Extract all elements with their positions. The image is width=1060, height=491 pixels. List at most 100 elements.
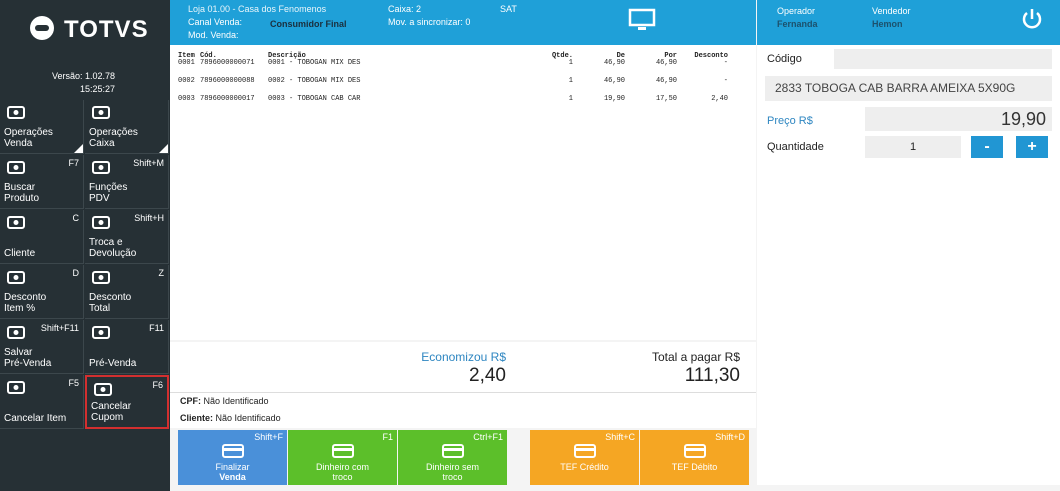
- sidebar-button[interactable]: Shift+M Funções PDV: [85, 155, 169, 209]
- icon: [7, 271, 25, 284]
- sidebar-button[interactable]: F11 Pré-Venda: [85, 320, 169, 374]
- sidebar-button[interactable]: C Cliente: [0, 210, 84, 264]
- cell: 0003: [178, 95, 195, 103]
- payment-button[interactable]: Shift+D TEF Débito: [640, 430, 749, 485]
- minus-button[interactable]: -: [971, 136, 1003, 158]
- sidebar-button[interactable]: Operações Venda: [0, 100, 84, 154]
- button-label: Funções PDV: [89, 182, 127, 204]
- channel: Consumidor Final: [270, 19, 347, 29]
- cell: 7896000000071: [200, 59, 255, 67]
- label-line: Pré-Venda: [89, 358, 137, 369]
- shortcut: Shift+C: [605, 432, 635, 442]
- icon: [92, 161, 110, 174]
- label-line: Salvar: [4, 347, 33, 358]
- shortcut: F11: [149, 323, 164, 333]
- logo-text: TOTVS: [64, 16, 149, 43]
- sidebar-button[interactable]: Z Desconto Total: [85, 265, 169, 319]
- logo-icon: [30, 16, 54, 40]
- sync: Mov. a sincronizar: 0: [388, 17, 471, 27]
- button-label: Pré-Venda: [89, 358, 136, 369]
- icon: [7, 106, 25, 119]
- button-label: TEF Crédito: [530, 462, 639, 472]
- totals: Economizou R$ 2,40 Total a pagar R$ 111,…: [170, 342, 756, 393]
- qty[interactable]: 1: [865, 136, 961, 158]
- icon: [92, 106, 110, 119]
- label-line: Devolução: [89, 248, 137, 259]
- cpf-label: CPF:: [180, 396, 201, 406]
- cell: -: [723, 59, 728, 67]
- code-input[interactable]: [834, 49, 1052, 69]
- sidebar-button[interactable]: D Desconto Item %: [0, 265, 84, 319]
- shortcut: D: [72, 268, 80, 278]
- button-label: Cancelar Cupom: [91, 401, 131, 423]
- sidebar-button[interactable]: Operações Caixa: [85, 100, 169, 154]
- logo: TOTVS: [0, 12, 170, 52]
- client: Não Identificado: [215, 413, 281, 423]
- label-line: troco: [332, 472, 353, 482]
- payment-button[interactable]: Ctrl+F1 Dinheiro sem troco: [398, 430, 507, 485]
- cell: 0002: [178, 77, 195, 85]
- column-header: De: [616, 52, 625, 60]
- icon: [92, 271, 110, 284]
- icon: [574, 444, 596, 458]
- icon: [332, 444, 354, 458]
- label-line: Operações: [4, 127, 53, 138]
- icon: [92, 326, 110, 339]
- label-line: Item %: [4, 303, 36, 314]
- qty-label: Quantidade: [767, 141, 824, 153]
- operator-label: Operador: [777, 6, 816, 16]
- sidebar-button[interactable]: Shift+H Troca e Devolução: [85, 210, 169, 264]
- plus-button[interactable]: +: [1016, 136, 1048, 158]
- button-label: Troca e Devolução: [89, 237, 136, 259]
- price: 19,90: [865, 107, 1052, 131]
- button-label: Desconto Item %: [4, 292, 46, 314]
- cell: 17,50: [655, 95, 677, 103]
- label-line: Cancelar Item: [4, 413, 67, 424]
- store: Loja 01.00 - Casa dos Fenomenos: [188, 4, 327, 14]
- icon: [7, 381, 25, 394]
- payment-button[interactable]: Shift+C TEF Crédito: [530, 430, 639, 485]
- product-panel: Código 2833 TOBOGA CAB BARRA AMEIXA 5X90…: [757, 45, 1060, 485]
- icon: [92, 216, 110, 229]
- icon: [7, 326, 25, 339]
- cell: 7896000000088: [200, 77, 255, 85]
- shortcut: Shift+H: [134, 213, 164, 223]
- label-line: TEF Crédito: [560, 462, 609, 472]
- total-label: Total a pagar R$: [651, 350, 740, 364]
- version: Versão: 1.02.78: [51, 71, 115, 81]
- sat: SAT: [500, 4, 517, 14]
- label-line: TEF Débito: [671, 462, 718, 472]
- price-label: Preço R$: [767, 115, 813, 127]
- button-label: Cancelar Item: [4, 413, 66, 424]
- button-label: Operações Caixa: [89, 127, 138, 149]
- payment-button[interactable]: Shift+F Finalizar Venda: [178, 430, 287, 485]
- sidebar-button[interactable]: Shift+F11 Salvar Pré-Venda: [0, 320, 84, 374]
- column-header: Qtde.: [551, 52, 573, 60]
- clock: 15:25:27: [79, 84, 115, 94]
- shortcut: F7: [68, 158, 79, 168]
- cell: 46,90: [655, 77, 677, 85]
- sidebar-button[interactable]: F7 Buscar Produto: [0, 155, 84, 209]
- sidebar-button[interactable]: F5 Cancelar Item: [0, 375, 84, 429]
- shortcut: C: [72, 213, 80, 223]
- icon: [442, 444, 464, 458]
- label-line: PDV: [89, 193, 110, 204]
- sidebar-button[interactable]: F6 Cancelar Cupom: [85, 375, 169, 429]
- payment-button[interactable]: F1 Dinheiro com troco: [288, 430, 397, 485]
- submenu-marker: [74, 144, 83, 153]
- button-label: Desconto Total: [89, 292, 131, 314]
- seller-label: Vendedor: [872, 6, 911, 16]
- cell: 7896000000017: [200, 95, 255, 103]
- client-label: Cliente:: [180, 413, 214, 423]
- button-label: Cliente: [4, 248, 35, 259]
- column-header: Item: [178, 52, 195, 60]
- items-table: Item Cód. Descrição Qtde. De Por Desconto 0001 7…: [170, 45, 756, 340]
- power-button[interactable]: [1019, 6, 1045, 32]
- cell: 46,90: [603, 77, 625, 85]
- column-header: Desconto: [694, 52, 728, 60]
- cell: -: [723, 77, 728, 85]
- icon: [94, 383, 112, 396]
- total: 111,30: [684, 365, 740, 386]
- column-header: Descrição: [268, 52, 306, 60]
